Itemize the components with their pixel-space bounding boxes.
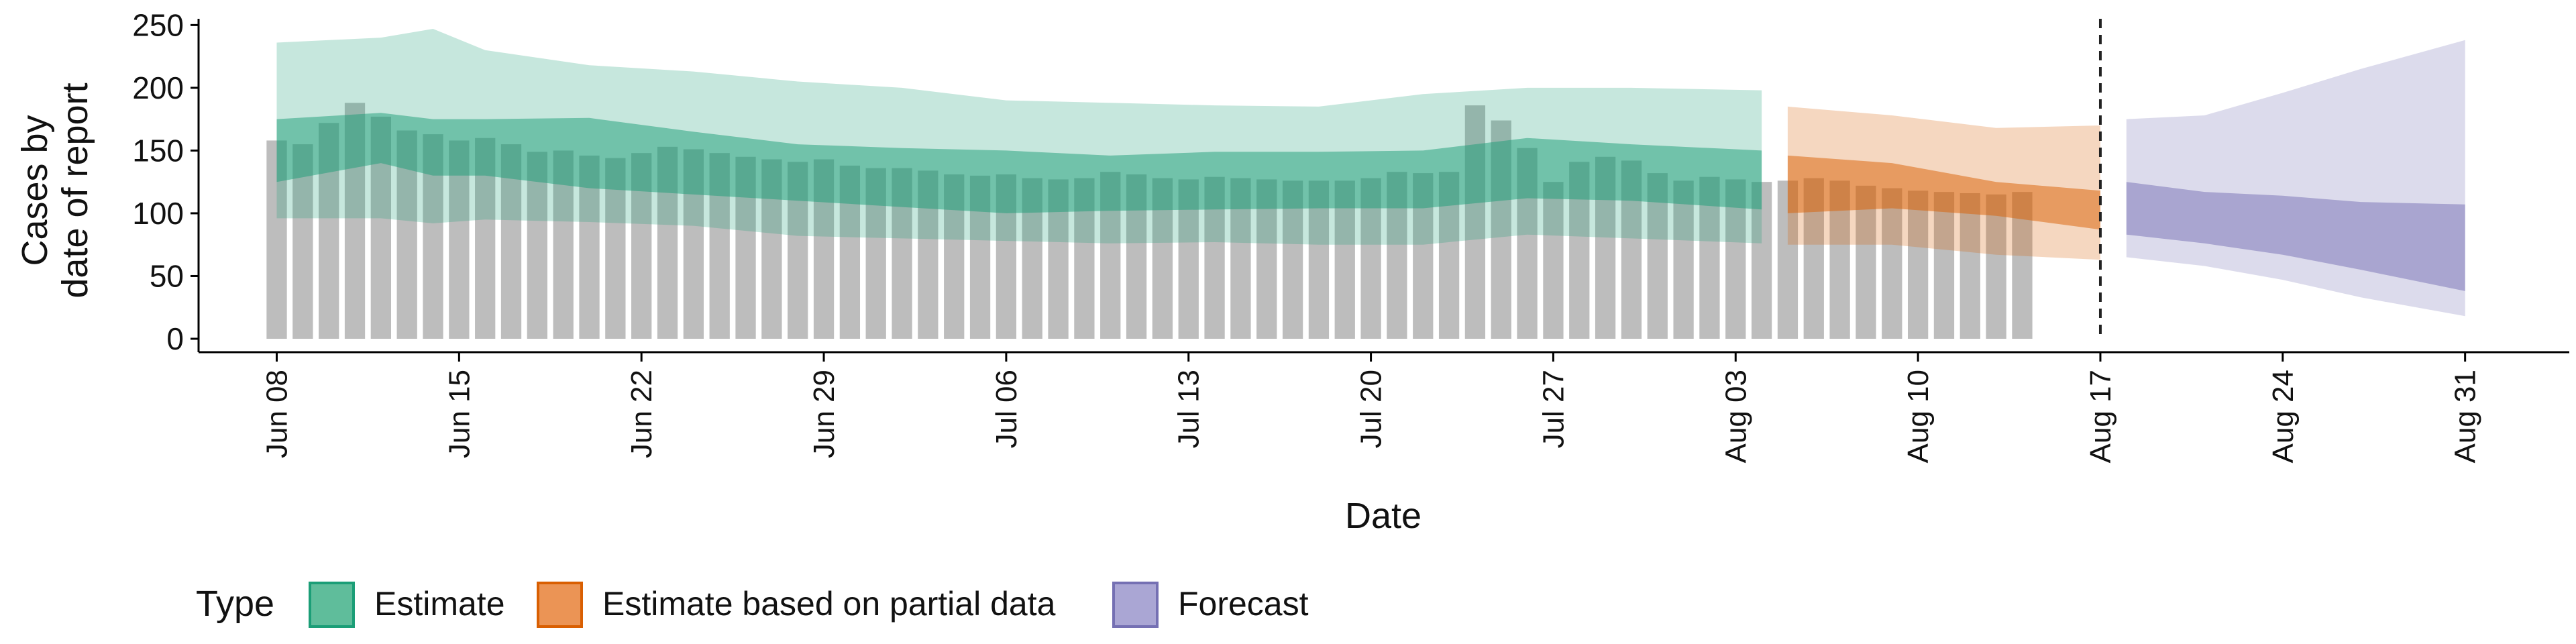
y-tick-label: 0 [166, 321, 184, 356]
y-tick-label: 200 [132, 70, 184, 105]
x-tick-label: Jul 13 [1173, 370, 1205, 448]
legend-swatch-partial [537, 582, 583, 628]
legend-swatch-estimate [309, 582, 355, 628]
y-tick-label: 150 [132, 133, 184, 168]
forecast-band-50-interval [2126, 182, 2465, 291]
x-tick-label: Aug 17 [2084, 370, 2117, 463]
x-tick-label: Jun 15 [443, 370, 476, 458]
legend-swatch-forecast [1112, 582, 1159, 628]
legend-label-estimate: Estimate [374, 585, 505, 623]
legend-title: Type [196, 584, 274, 624]
y-axis-label-line-2: date of report [55, 83, 95, 298]
x-tick-label: Jul 06 [990, 370, 1023, 448]
reported-cases-bar [1882, 188, 1902, 339]
estimate-band-50-interval [276, 113, 1762, 213]
reported-cases-bar [1907, 191, 1929, 339]
x-tick-label: Jun 08 [261, 370, 294, 458]
x-tick-label: Jun 29 [808, 370, 841, 458]
y-axis-label-line-1: Cases by [15, 115, 55, 266]
reported-cases-bar [527, 152, 548, 339]
reported-cases-bar [1543, 182, 1564, 339]
reported-cases-bar [1673, 180, 1694, 339]
x-tick-label: Aug 10 [1902, 370, 1935, 463]
legend-label-forecast: Forecast [1178, 585, 1309, 623]
legend-label-partial: Estimate based on partial data [602, 585, 1056, 623]
reported-cases-bar [1986, 194, 2006, 339]
legend: Type Estimate Estimate based on partial … [196, 582, 1309, 628]
y-tick-label: 100 [132, 196, 184, 231]
y-tick-label: 50 [150, 258, 184, 293]
x-tick-label: Jul 27 [1537, 370, 1570, 448]
x-tick-label: Aug 03 [1719, 370, 1752, 463]
x-axis-label: Date [1345, 496, 1421, 536]
reported-cases-bar [1933, 192, 1955, 339]
estimate-bands [276, 29, 2465, 317]
x-tick-label: Aug 24 [2267, 370, 2300, 463]
x-tick-label: Jun 22 [625, 370, 658, 458]
y-tick-label: 250 [132, 7, 184, 42]
partial-estimate-band-50-interval [1787, 155, 2100, 230]
reported-cases-bar [1960, 193, 1980, 339]
x-tick-label: Aug 31 [2449, 370, 2482, 463]
axes: 0 50 100 150 200 250 Jun 08 Jun 15 Jun 22 Jun 29 J… [132, 7, 2569, 463]
x-tick-label: Jul 20 [1355, 370, 1388, 448]
reported-cases-bar [1856, 185, 1876, 339]
